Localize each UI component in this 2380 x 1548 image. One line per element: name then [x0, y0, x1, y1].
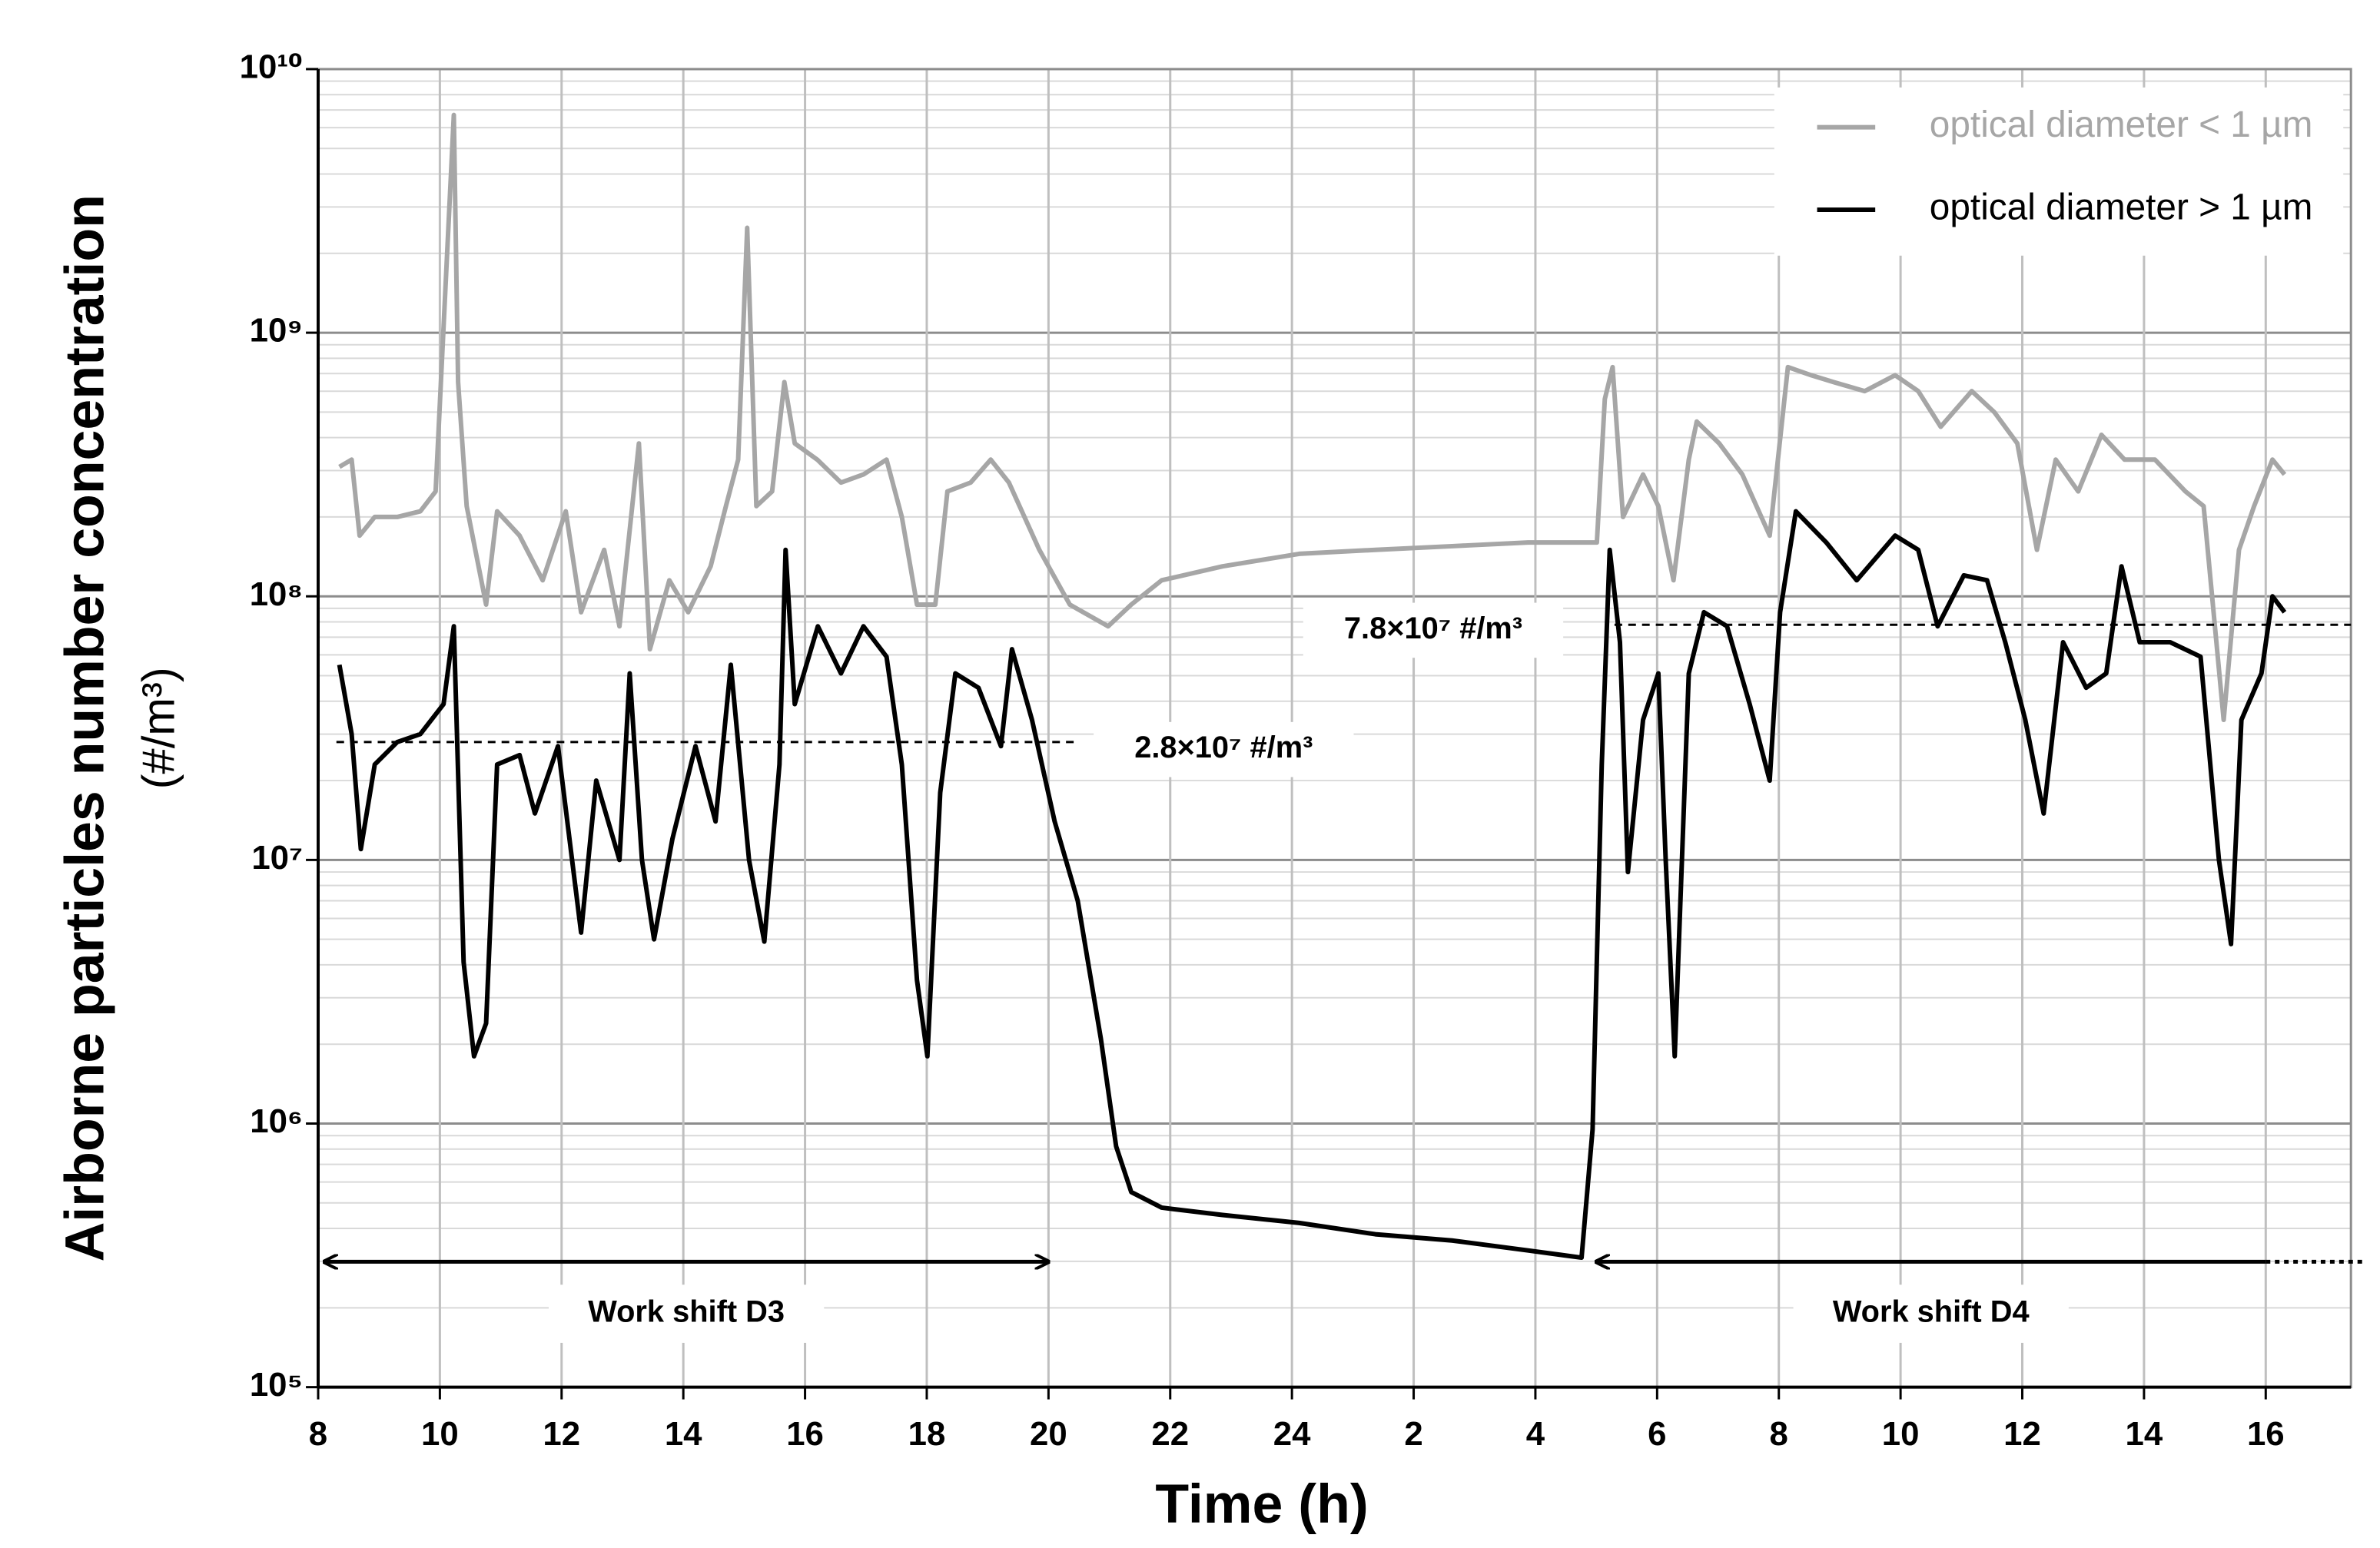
x-tick-label: 20	[1030, 1415, 1067, 1453]
reference-label: 2.8×10⁷ #/m³	[1134, 731, 1313, 764]
shift-label-bg	[1793, 1284, 2069, 1343]
x-tick-label: 16	[2247, 1415, 2285, 1453]
x-tick-label: 2	[1404, 1415, 1422, 1453]
x-tick-label: 12	[2003, 1415, 2041, 1453]
y-axis-label: Airborne particles number concentration	[54, 194, 115, 1261]
y-tick-label: 10⁶	[250, 1102, 303, 1140]
x-tick-label: 4	[1526, 1415, 1545, 1453]
legend-label: optical diameter > 1 µm	[1930, 187, 2313, 228]
x-tick-label: 8	[309, 1415, 327, 1453]
x-tick-label: 18	[908, 1415, 946, 1453]
series-line	[338, 112, 2287, 723]
x-tick-label: 24	[1273, 1415, 1311, 1453]
shift-label: Work shift D4	[1833, 1295, 2030, 1329]
y-axis-unit: (#/m³)	[133, 667, 184, 789]
shift-label-bg	[549, 1284, 825, 1343]
x-tick-label: 10	[421, 1415, 459, 1453]
x-tick-label: 12	[543, 1415, 580, 1453]
plot	[337, 112, 2287, 1261]
x-tick-label: 8	[1770, 1415, 1788, 1453]
x-tick-label: 16	[786, 1415, 824, 1453]
shift-label: Work shift D3	[588, 1295, 785, 1329]
x-tick-label: 14	[665, 1415, 702, 1453]
x-tick-label: 10	[1882, 1415, 1920, 1453]
y-tick-label: 10⁵	[250, 1366, 303, 1404]
y-tick-label: 10⁷	[251, 839, 303, 877]
y-tick-label: 10⁹	[250, 312, 303, 350]
x-tick-label: 14	[2126, 1415, 2163, 1453]
y-tick-label: 10⁸	[250, 575, 303, 613]
legend-label: optical diameter < 1 µm	[1930, 104, 2313, 145]
x-axis-label: Time (h)	[1155, 1473, 1368, 1535]
x-tick-label: 6	[1648, 1415, 1666, 1453]
reference-label-bg	[1094, 721, 1354, 777]
reference-label: 7.8×10⁷ #/m³	[1344, 612, 1522, 645]
legend-box	[1774, 87, 2344, 256]
reference-label-bg	[1303, 602, 1564, 658]
x-tick-label: 22	[1151, 1415, 1189, 1453]
series-line	[337, 509, 2287, 1261]
y-tick-label: 10¹⁰	[240, 48, 303, 86]
